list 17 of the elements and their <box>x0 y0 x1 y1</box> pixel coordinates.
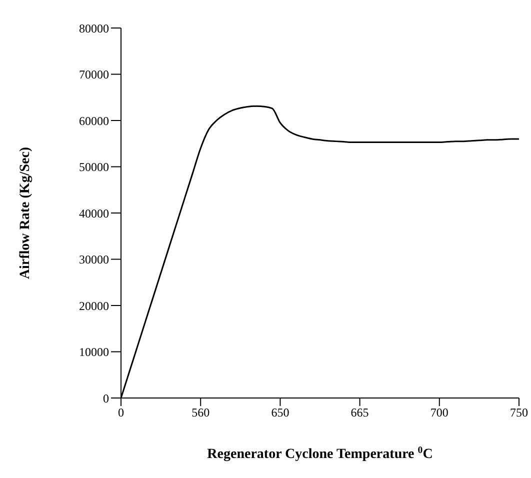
x-tick-label: 665 <box>350 406 369 420</box>
y-axis-title: Airflow Rate (Kg/Sec) <box>18 146 32 280</box>
x-tick-label: 750 <box>510 406 528 420</box>
y-tick-label: 20000 <box>79 298 109 313</box>
x-tick-label: 700 <box>430 406 448 420</box>
x-tick-label: 0 <box>118 406 124 420</box>
y-tick-label: 0 <box>103 391 109 406</box>
y-tick-label: 40000 <box>79 206 109 220</box>
x-tick-label: 560 <box>192 406 210 420</box>
y-tick-label: 70000 <box>79 68 109 82</box>
y-tick-label: 10000 <box>79 345 109 360</box>
x-tick-label: 650 <box>271 406 290 420</box>
y-tick-label: 80000 <box>79 21 109 36</box>
x-axis-title: Regenerator Cyclone Temperature $^{0}$C <box>207 444 433 462</box>
y-tick-label: 60000 <box>79 114 109 128</box>
y-tick-label: 50000 <box>79 160 109 174</box>
y-tick-label: 30000 <box>79 252 109 267</box>
